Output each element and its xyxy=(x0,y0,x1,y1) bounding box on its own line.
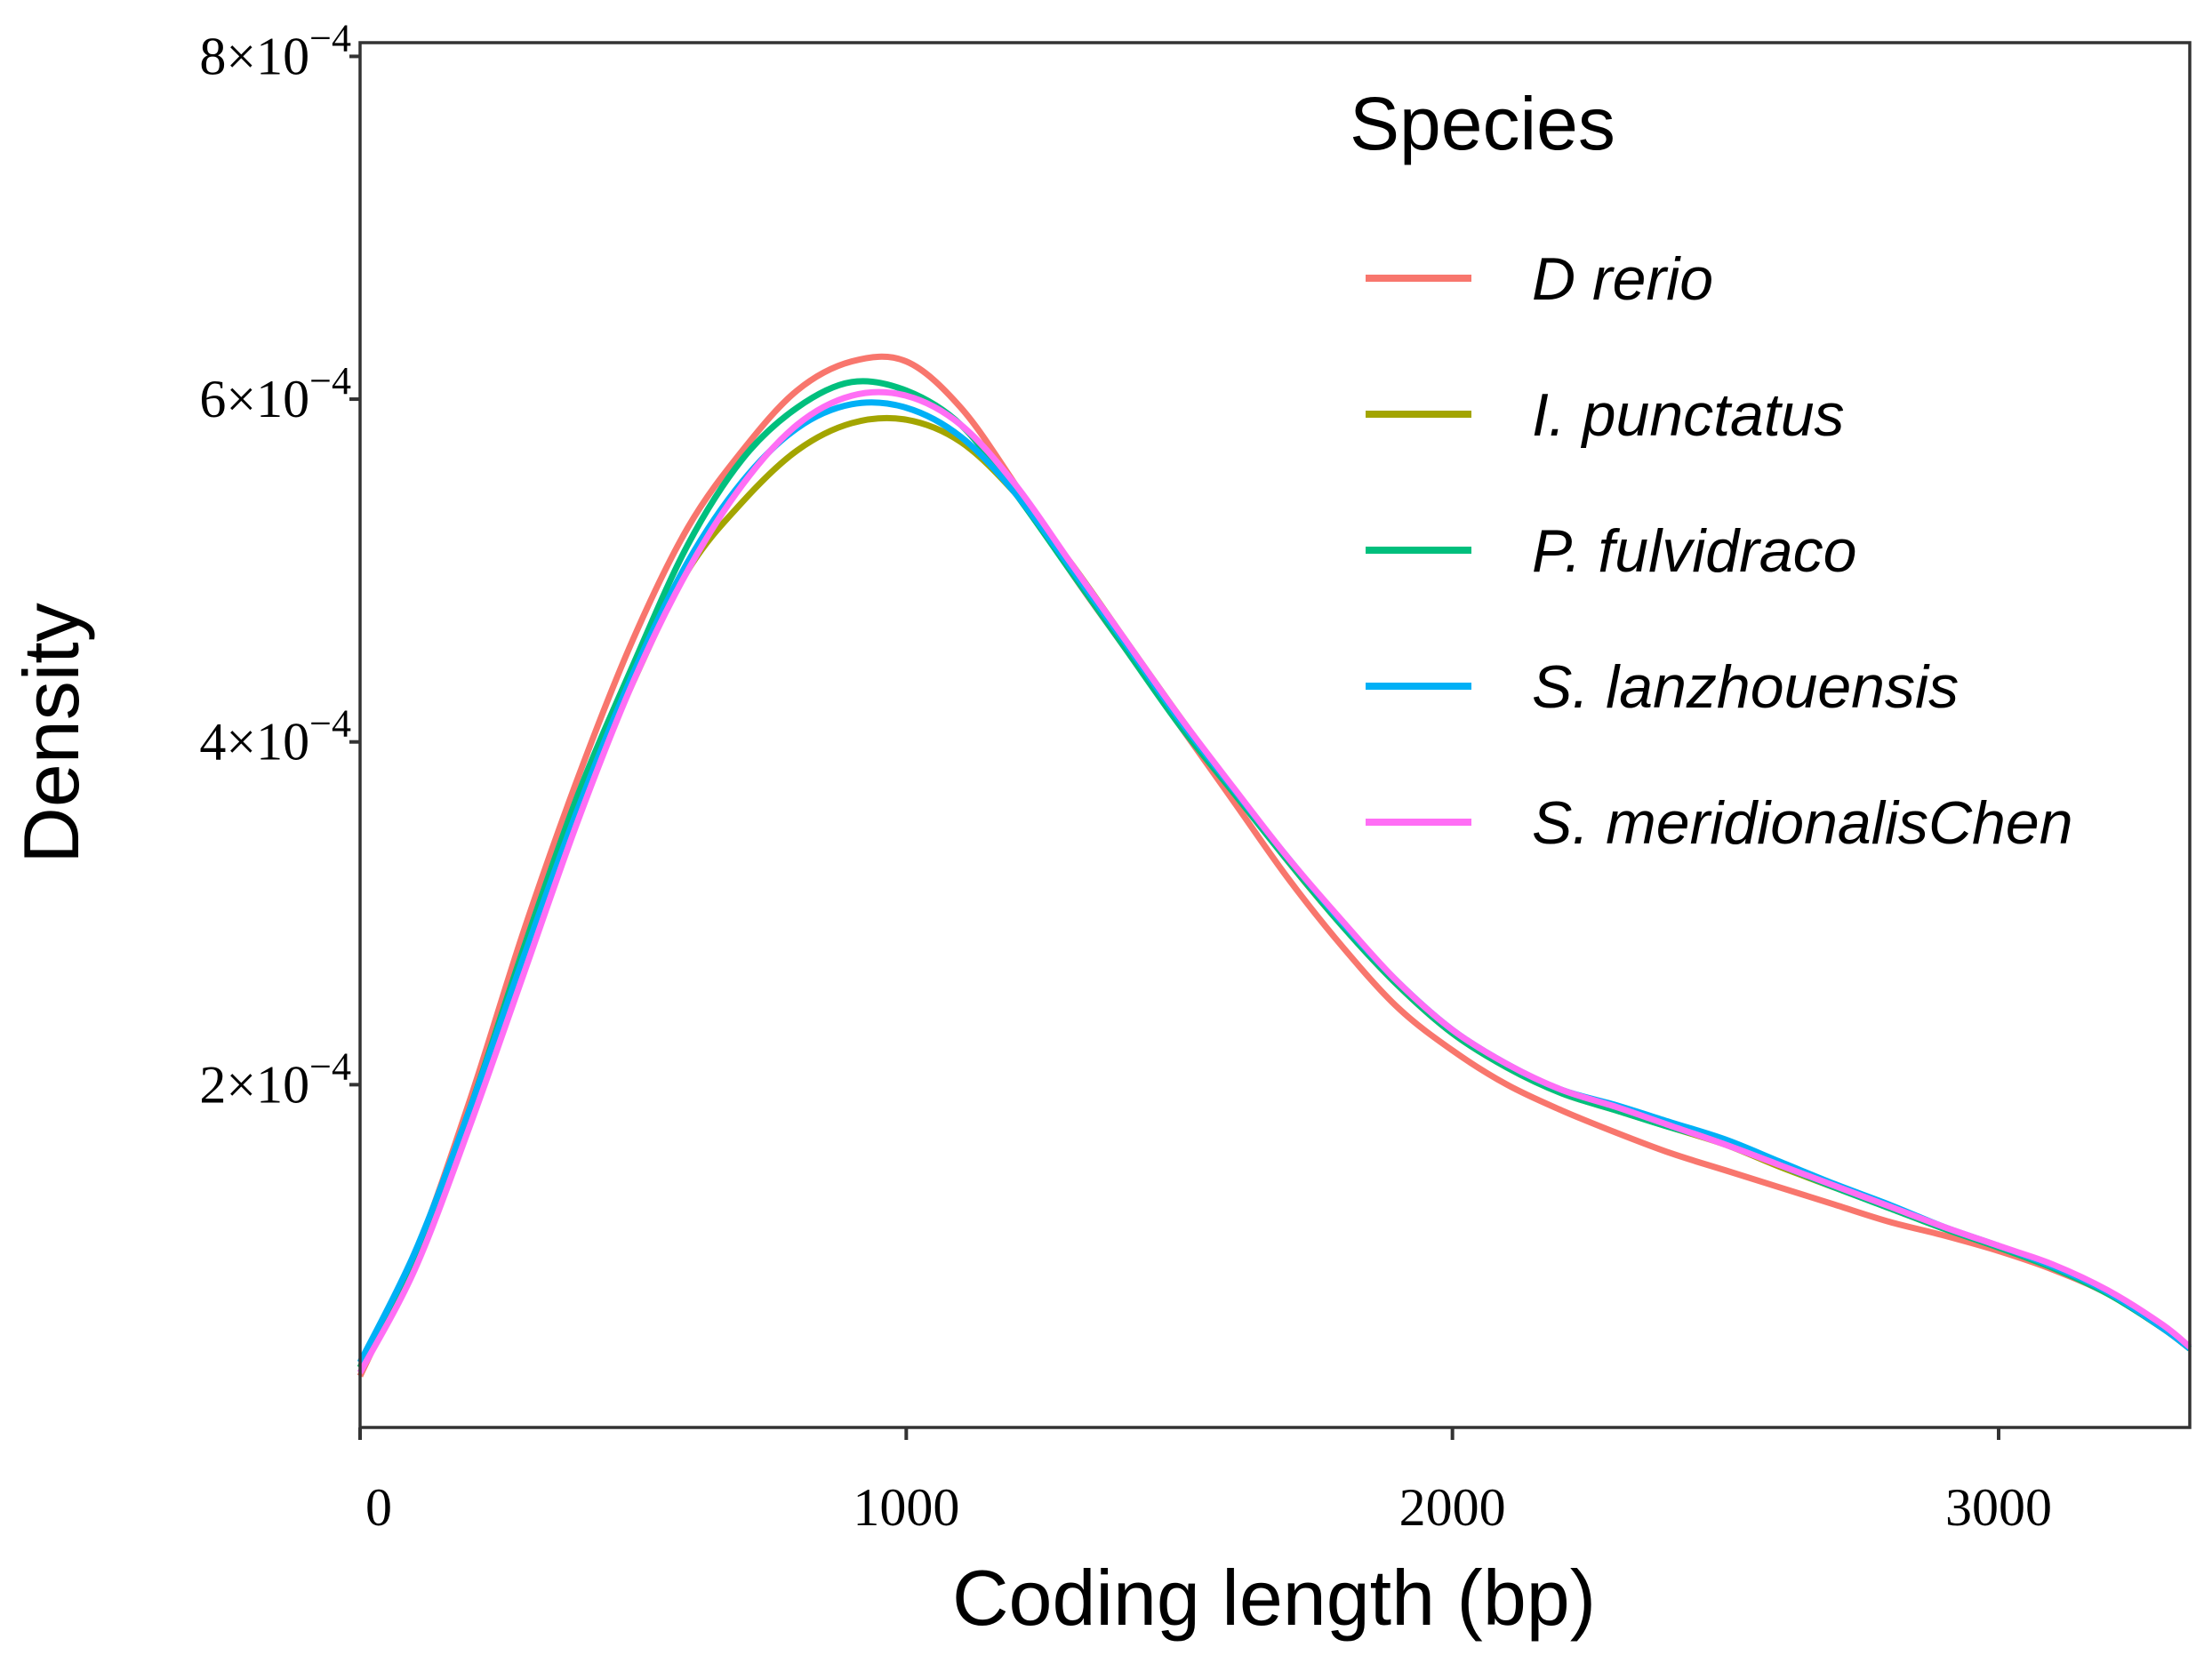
y-axis: 2×10−44×10−46×10−48×10−4 xyxy=(199,16,360,1114)
series-line-0 xyxy=(357,353,2192,1378)
x-tick-label: 2000 xyxy=(1399,1478,1506,1537)
legend-label: I. punctatus xyxy=(1532,381,1845,449)
legend-label: S. lanzhouensis xyxy=(1532,653,1959,721)
x-tick-label: 1000 xyxy=(853,1478,959,1537)
legend-item: I. punctatus xyxy=(1366,381,1845,449)
y-axis-label: Density xyxy=(7,603,95,863)
y-tick-base: 2×10 xyxy=(199,1055,309,1114)
y-tick-exponent: −4 xyxy=(309,702,351,746)
legend: Species D rerio I. punctatus P. fulvidraco… xyxy=(1350,82,2073,857)
legend-item: S. meridionalisChen xyxy=(1366,789,2073,857)
legend-label: S. meridionalisChen xyxy=(1532,789,2073,857)
y-tick-label: 8×10−4 xyxy=(199,16,351,85)
x-tick-label: 3000 xyxy=(1945,1478,2052,1537)
x-axis: 0 1000 2000 3000 xyxy=(358,1427,2052,1537)
series-curves xyxy=(357,353,2192,1378)
x-axis-label: Coding length (bp) xyxy=(952,1554,1596,1642)
plot-frame xyxy=(358,41,2192,1429)
y-tick-exponent: −4 xyxy=(309,359,351,403)
legend-title: Species xyxy=(1350,82,1615,165)
legend-item: D rerio xyxy=(1366,245,1713,313)
y-tick-label: 2×10−4 xyxy=(199,1044,351,1114)
legend-item: P. fulvidraco xyxy=(1366,517,1856,585)
y-tick-base: 4×10 xyxy=(199,713,309,772)
legend-label: D rerio xyxy=(1532,245,1713,313)
y-tick-label: 4×10−4 xyxy=(199,702,351,772)
series-line-4 xyxy=(357,388,2192,1374)
y-tick-label: 6×10−4 xyxy=(199,359,351,428)
y-tick-exponent: −4 xyxy=(309,1044,351,1088)
legend-label: P. fulvidraco xyxy=(1532,517,1856,585)
y-tick-exponent: −4 xyxy=(309,16,351,60)
legend-item: S. lanzhouensis xyxy=(1366,653,1959,721)
series-line-1 xyxy=(357,414,2192,1370)
y-tick-base: 6×10 xyxy=(199,370,309,428)
y-tick-base: 8×10 xyxy=(199,27,309,85)
x-tick-label: 0 xyxy=(365,1478,392,1537)
